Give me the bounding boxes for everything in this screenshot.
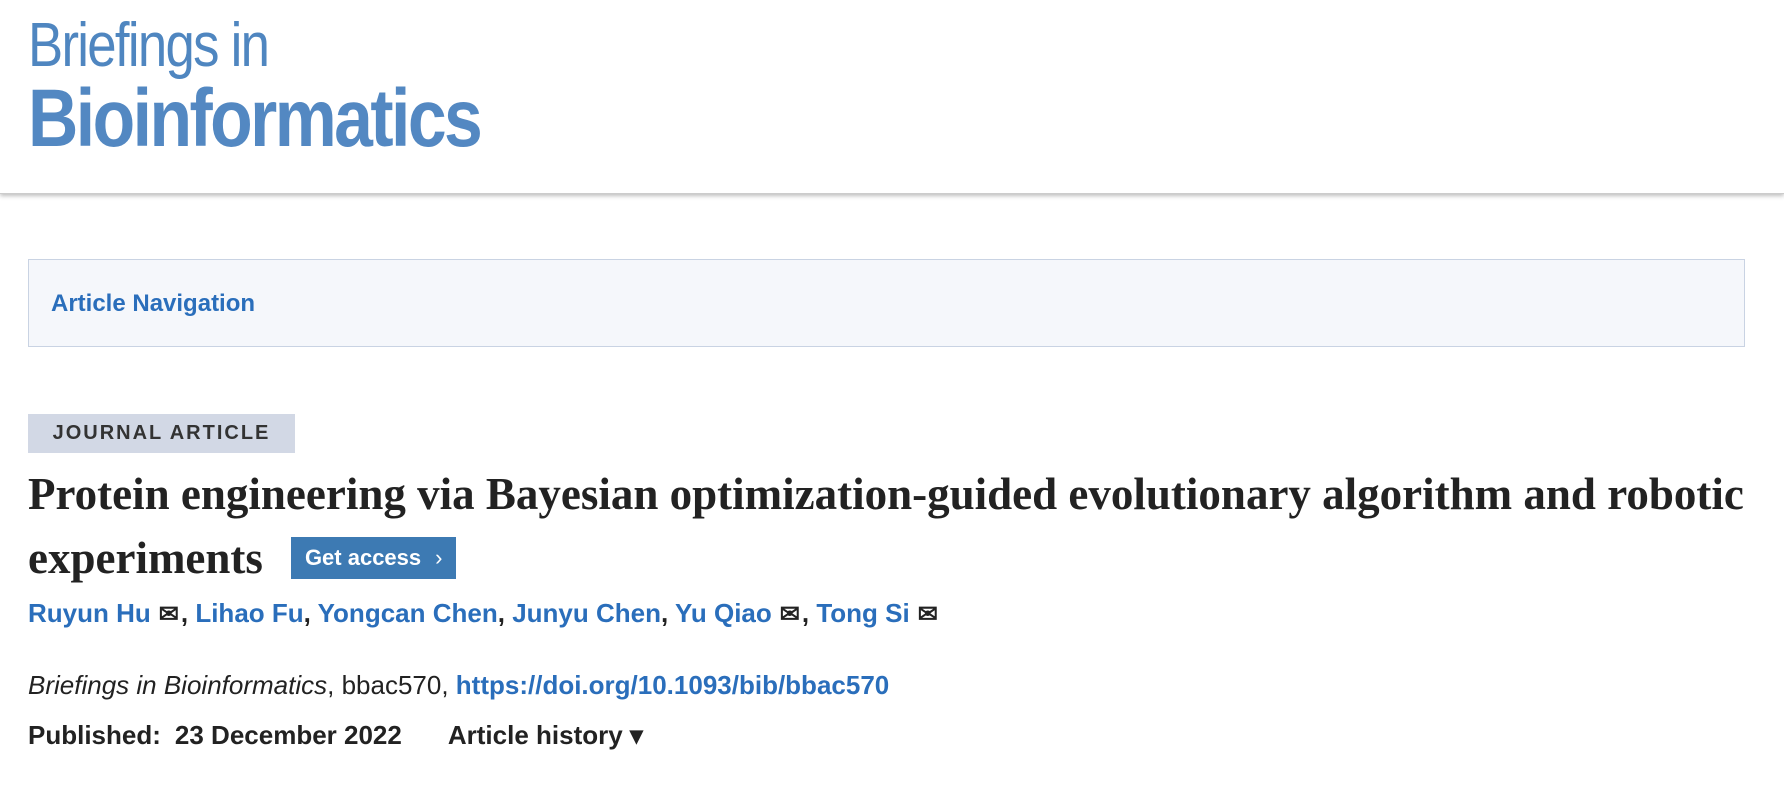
publication-info: Published: 23 December 2022 Article histor… — [28, 720, 643, 751]
get-access-label: Get access — [304, 544, 422, 570]
author-link[interactable]: Lihao Fu — [195, 598, 304, 628]
citation-line: Briefings in Bioinformatics, bbac570, ht… — [28, 670, 890, 700]
journal-name: Briefings in Bioinformatics — [28, 670, 328, 700]
logo-line-2: Bioinformatics — [28, 73, 483, 164]
get-access-button[interactable]: Get access › — [290, 536, 457, 579]
article-title-text: Protein engineering via Bayesian optimiz… — [28, 469, 1744, 583]
article-navigation-label[interactable]: Article Navigation — [51, 290, 256, 317]
site-header: Briefings in Bioinformatics — [0, 0, 1784, 194]
article-type-badge: JOURNAL ARTICLE — [28, 414, 295, 453]
author-link[interactable]: Yu Qiao — [674, 598, 772, 628]
author-list: Ruyun Hu ✉, Lihao Fu, Yongcan Chen, Junyu… — [28, 598, 938, 628]
published-label: Published: — [28, 720, 161, 750]
doi-link[interactable]: https://doi.org/10.1093/bib/bbac570 — [455, 670, 890, 700]
email-icon[interactable]: ✉ — [779, 601, 800, 628]
article-title: Protein engineering via Bayesian optimiz… — [28, 462, 1748, 590]
author-link[interactable]: Yongcan Chen — [317, 598, 498, 628]
author-link[interactable]: Tong Si — [816, 598, 910, 628]
article-id: bbac570 — [341, 670, 442, 700]
journal-logo[interactable]: Briefings in Bioinformatics — [28, 14, 560, 160]
article-history-toggle[interactable]: Article history ▾ — [447, 720, 643, 750]
published-date: 23 December 2022 — [174, 720, 402, 750]
chevron-right-icon: › — [435, 544, 443, 570]
author-link[interactable]: Junyu Chen — [512, 598, 661, 628]
article-navigation[interactable]: Article Navigation — [28, 259, 1745, 347]
email-icon[interactable]: ✉ — [158, 601, 179, 628]
author-link[interactable]: Ruyun Hu — [28, 598, 151, 628]
email-icon[interactable]: ✉ — [917, 601, 938, 628]
logo-line-1: Briefings in — [28, 11, 270, 80]
